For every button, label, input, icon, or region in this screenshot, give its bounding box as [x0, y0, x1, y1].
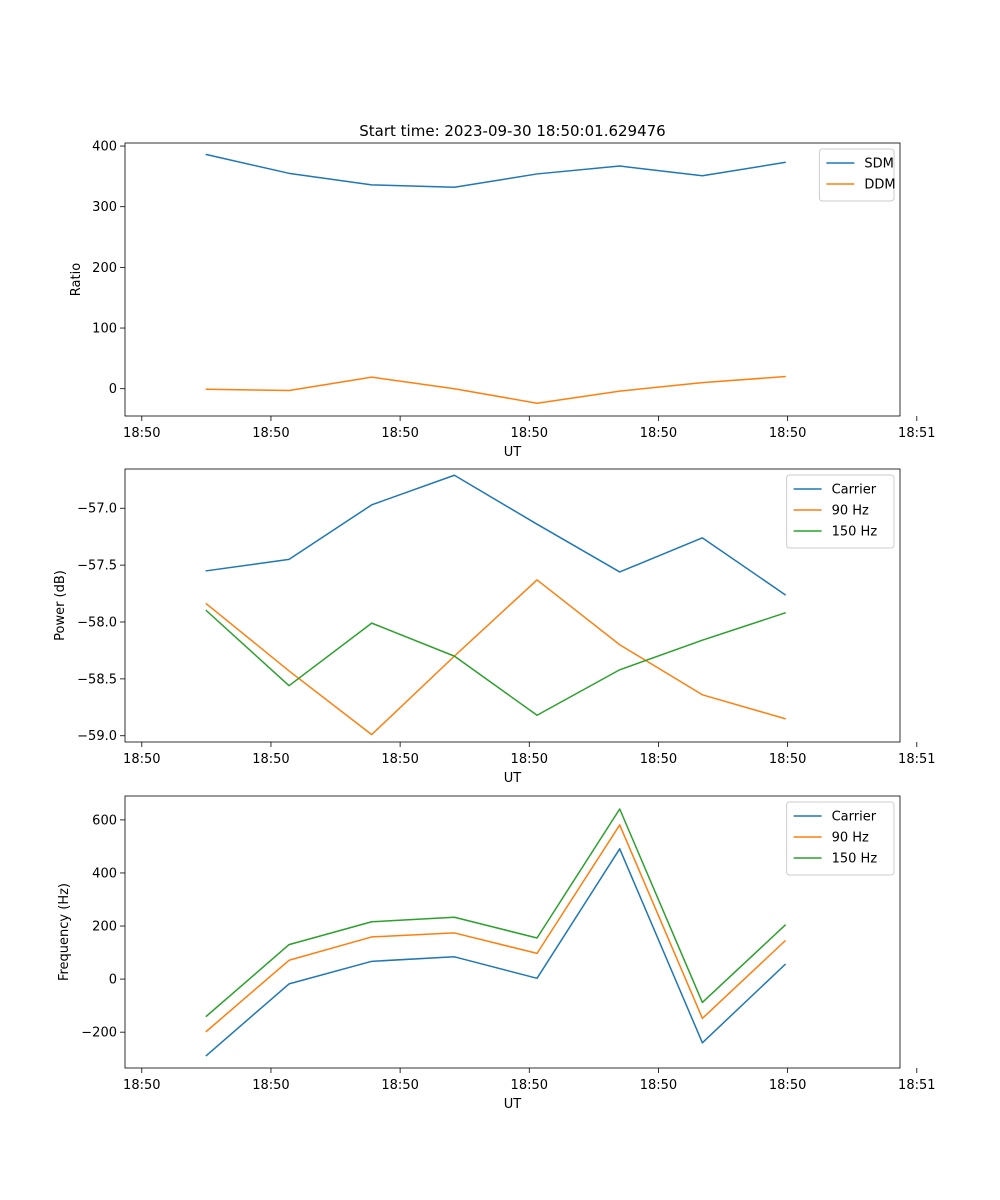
ratio-y-axis-label: Ratio	[69, 263, 84, 296]
power-x-tick-label: 18:50	[381, 752, 418, 767]
power-axes-frame	[124, 468, 901, 743]
frequency-y-axis-label: Frequency (Hz)	[57, 883, 72, 981]
power-x-axis-label: UT	[504, 771, 522, 786]
frequency-y-tick-label: 200	[92, 920, 117, 935]
frequency-x-tick-label: 18:50	[123, 1078, 160, 1093]
power-legend-label-90-hz: 90 Hz	[832, 504, 869, 519]
frequency-x-tick-label: 18:50	[769, 1078, 806, 1093]
power-series-carrier-line	[205, 474, 787, 596]
frequency-x-tick-label: 18:50	[381, 1078, 418, 1093]
ratio-axes-frame	[124, 142, 901, 417]
ratio-x-tick-label: 18:50	[640, 426, 677, 441]
power-legend-box	[786, 474, 895, 549]
frequency-legend-label-150-hz: 150 Hz	[832, 852, 878, 867]
ratio-legend-box	[818, 148, 895, 202]
plots-container: 18:50 18:50 18:50 18:50 18:50 18:50 18:51 0 100 2…	[53, 140, 936, 1112]
power-y-tick-label: −59.0	[77, 729, 117, 744]
power-y-axis-label: Power (dB)	[53, 570, 68, 641]
power-series-150-hz-line	[205, 609, 786, 717]
ratio-chart: 18:50 18:50 18:50 18:50 18:50 18:50 18:51 0 100 2…	[69, 140, 936, 460]
power-chart: 18:50 18:50 18:50 18:50 18:50 18:50 18:51 −59.0…	[53, 468, 936, 786]
ratio-y-tick-label: 100	[92, 322, 117, 337]
power-x-tick-label: 18:50	[640, 752, 677, 767]
frequency-x-tick-label: 18:50	[511, 1078, 548, 1093]
power-y-tick-label: −58.5	[77, 672, 117, 687]
ratio-series-ddm-line	[205, 375, 786, 405]
power-y-tick-label: −58.0	[77, 615, 117, 630]
power-legend: Carrier 90 Hz 150 Hz	[786, 474, 895, 549]
ratio-legend-label-sdm: SDM	[864, 157, 893, 172]
power-legend-label-150-hz: 150 Hz	[832, 525, 878, 540]
frequency-y-tick-label: 0	[109, 973, 117, 988]
power-x-tick-label: 18:50	[511, 752, 548, 767]
ratio-x-tick-label: 18:50	[252, 426, 289, 441]
frequency-chart: 18:50 18:50 18:50 18:50 18:50 18:50 18:51 −200 0…	[57, 795, 936, 1112]
power-legend-label-carrier: Carrier	[832, 483, 877, 498]
frequency-legend-label-carrier: Carrier	[832, 810, 877, 825]
frequency-x-tick-label: 18:50	[252, 1078, 289, 1093]
ratio-legend-label-ddm: DDM	[864, 178, 895, 193]
ratio-y-tick-label: 400	[92, 140, 117, 155]
ratio-x-tick-label: 18:50	[381, 426, 418, 441]
power-x-tick-label: 18:50	[123, 752, 160, 767]
power-series-90-hz-line	[205, 579, 786, 736]
power-y-tick-label: −57.0	[77, 502, 117, 517]
ratio-series-sdm-line	[205, 153, 786, 189]
ratio-legend: SDM DDM	[818, 148, 896, 202]
frequency-y-tick-label: 400	[92, 866, 117, 881]
frequency-legend-box	[786, 801, 895, 876]
frequency-series-carrier-line	[205, 848, 787, 1057]
figure-title: Start time: 2023-09-30 18:50:01.629476	[359, 122, 665, 140]
frequency-x-axis-label: UT	[504, 1097, 522, 1112]
power-x-tick-label: 18:50	[769, 752, 806, 767]
frequency-axes-frame	[124, 795, 901, 1069]
ratio-x-tick-label: 18:50	[511, 426, 548, 441]
frequency-x-tick-label: 18:50	[640, 1078, 677, 1093]
frequency-x-tick-label: 18:51	[898, 1078, 935, 1093]
power-x-tick-label: 18:51	[898, 752, 935, 767]
ratio-y-tick-label: 200	[92, 261, 117, 276]
ratio-x-tick-label: 18:51	[898, 426, 935, 441]
frequency-legend: Carrier 90 Hz 150 Hz	[786, 801, 895, 876]
ratio-x-tick-label: 18:50	[123, 426, 160, 441]
ratio-x-tick-label: 18:50	[769, 426, 806, 441]
ratio-x-axis-label: UT	[504, 445, 522, 460]
power-y-tick-label: −57.5	[77, 559, 117, 574]
ratio-y-tick-label: 0	[109, 382, 117, 397]
frequency-y-tick-label: 600	[92, 813, 117, 828]
power-x-tick-label: 18:50	[252, 752, 289, 767]
frequency-y-tick-label: −200	[81, 1026, 117, 1041]
frequency-series-150-hz-line	[205, 808, 787, 1018]
frequency-legend-label-90-hz: 90 Hz	[832, 831, 869, 846]
frequency-series-90-hz-line	[205, 824, 787, 1033]
ratio-y-tick-label: 300	[92, 200, 117, 215]
